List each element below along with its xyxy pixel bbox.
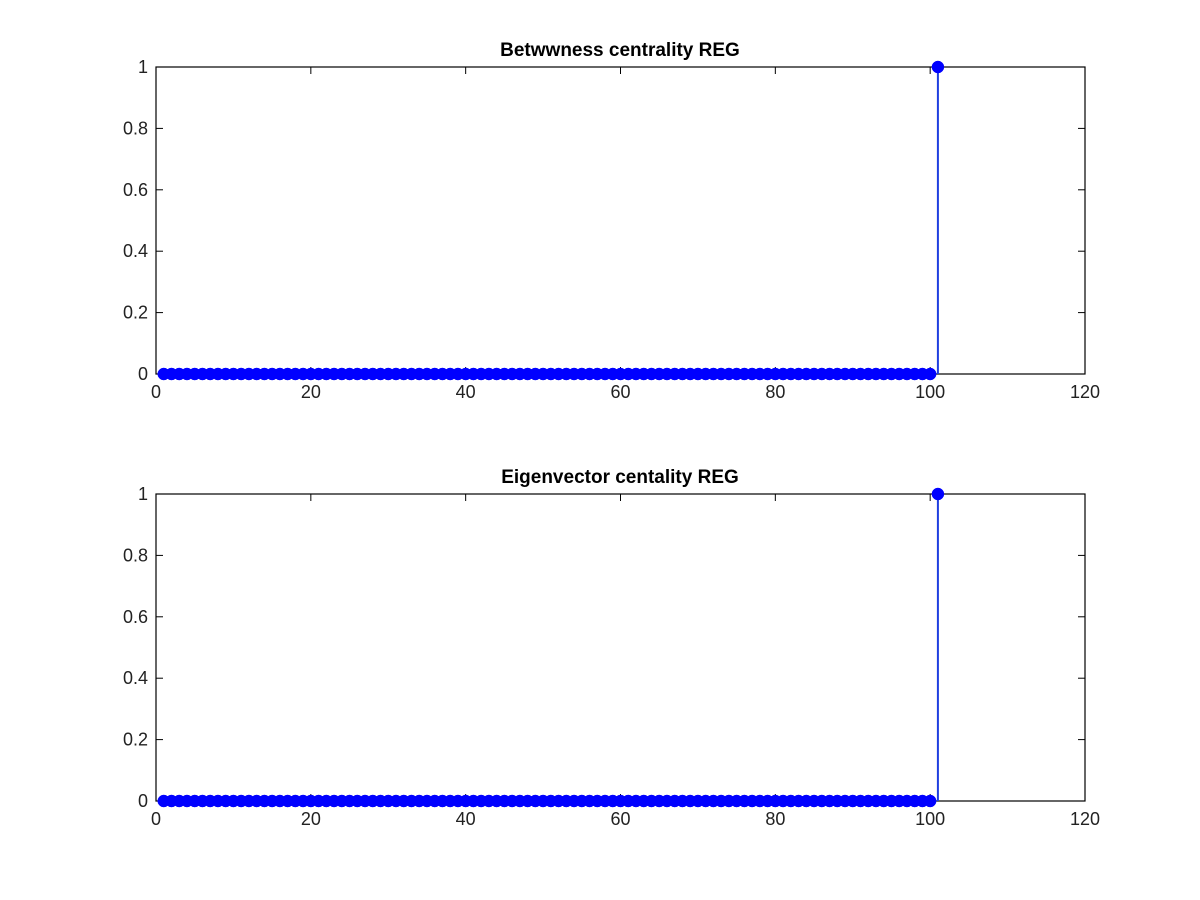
y-tick-label: 0.4 bbox=[123, 241, 148, 261]
y-tick-label: 0.2 bbox=[123, 303, 148, 323]
subplot-betweenness: Betwwness centrality REG 0 20 40 60 80 100 120… bbox=[123, 40, 1100, 402]
x-tick-label: 100 bbox=[915, 809, 945, 829]
data-point bbox=[931, 60, 945, 74]
y-tick-label: 1 bbox=[138, 57, 148, 77]
x-tick-label: 20 bbox=[301, 382, 321, 402]
x-tick-label: 60 bbox=[610, 382, 630, 402]
y-tick-label: 0.4 bbox=[123, 668, 148, 688]
y-tick-label: 0.8 bbox=[123, 118, 148, 138]
x-tick-label: 80 bbox=[765, 809, 785, 829]
subplot-eigenvector: Eigenvector centality REG 0 20 40 60 80 100 12… bbox=[123, 467, 1100, 829]
chart-title: Betwwness centrality REG bbox=[500, 40, 740, 61]
data-point bbox=[931, 487, 945, 501]
y-tick-label: 0.8 bbox=[123, 545, 148, 565]
y-tick-label: 0.6 bbox=[123, 607, 148, 627]
x-tick-label: 40 bbox=[456, 809, 476, 829]
y-tick-label: 0.2 bbox=[123, 730, 148, 750]
data-point bbox=[923, 794, 937, 808]
x-tick-label: 80 bbox=[765, 382, 785, 402]
x-tick-label: 120 bbox=[1070, 382, 1100, 402]
y-tick-label: 0 bbox=[138, 364, 148, 384]
x-tick-label: 120 bbox=[1070, 809, 1100, 829]
x-tick-label: 40 bbox=[456, 382, 476, 402]
chart-title: Eigenvector centality REG bbox=[501, 467, 739, 488]
y-tick-label: 0 bbox=[138, 791, 148, 811]
x-tick-label: 0 bbox=[151, 809, 161, 829]
y-tick-label: 0.6 bbox=[123, 180, 148, 200]
y-tick-label: 1 bbox=[138, 484, 148, 504]
x-tick-label: 20 bbox=[301, 809, 321, 829]
x-tick-label: 100 bbox=[915, 382, 945, 402]
x-tick-label: 0 bbox=[151, 382, 161, 402]
x-tick-label: 60 bbox=[610, 809, 630, 829]
data-point bbox=[923, 367, 937, 381]
